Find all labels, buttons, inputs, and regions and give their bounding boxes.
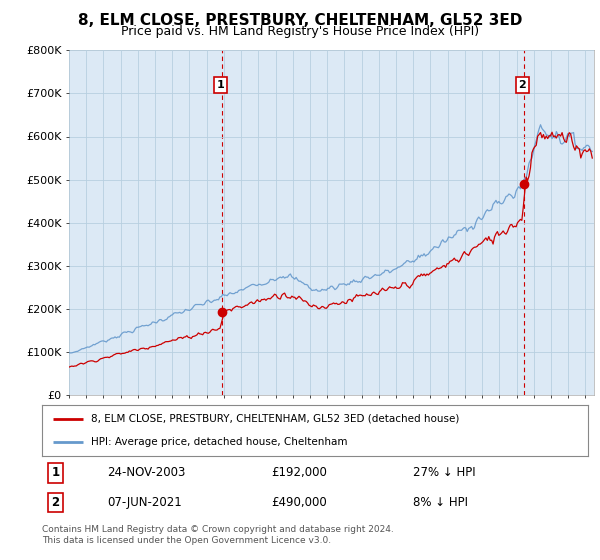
Text: 07-JUN-2021: 07-JUN-2021 xyxy=(107,496,182,509)
Text: 8, ELM CLOSE, PRESTBURY, CHELTENHAM, GL52 3ED (detached house): 8, ELM CLOSE, PRESTBURY, CHELTENHAM, GL5… xyxy=(91,414,460,424)
Text: £490,000: £490,000 xyxy=(271,496,327,509)
Text: 8, ELM CLOSE, PRESTBURY, CHELTENHAM, GL52 3ED: 8, ELM CLOSE, PRESTBURY, CHELTENHAM, GL5… xyxy=(78,13,522,28)
Text: 24-NOV-2003: 24-NOV-2003 xyxy=(107,466,186,479)
Text: HPI: Average price, detached house, Cheltenham: HPI: Average price, detached house, Chel… xyxy=(91,437,347,447)
Text: Price paid vs. HM Land Registry's House Price Index (HPI): Price paid vs. HM Land Registry's House … xyxy=(121,25,479,38)
Text: £192,000: £192,000 xyxy=(271,466,327,479)
Text: 2: 2 xyxy=(52,496,60,509)
Text: 1: 1 xyxy=(217,80,224,90)
Text: 8% ↓ HPI: 8% ↓ HPI xyxy=(413,496,468,509)
Text: Contains HM Land Registry data © Crown copyright and database right 2024.
This d: Contains HM Land Registry data © Crown c… xyxy=(42,525,394,545)
Text: 2: 2 xyxy=(518,80,526,90)
Text: 27% ↓ HPI: 27% ↓ HPI xyxy=(413,466,476,479)
Text: 1: 1 xyxy=(52,466,60,479)
